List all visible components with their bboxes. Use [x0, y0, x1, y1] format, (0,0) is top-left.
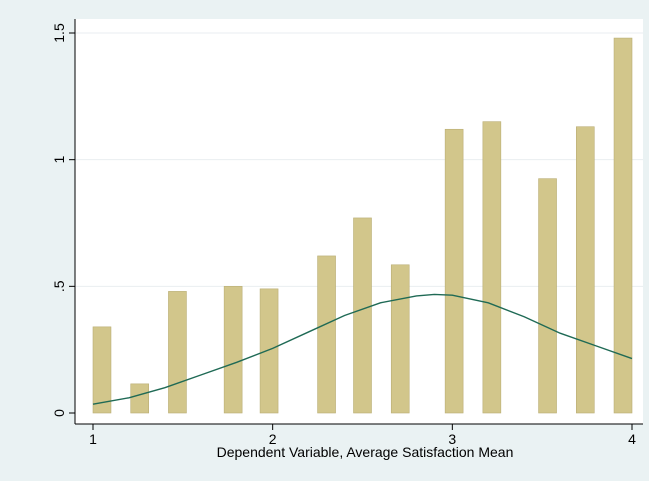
bar-6 [353, 217, 372, 414]
bar-10 [538, 178, 557, 414]
y-tick-label-3: 1.5 [51, 23, 67, 43]
bar-8 [444, 128, 464, 414]
x-axis-label: Dependent Variable, Average Satisfaction… [217, 444, 514, 460]
x-tick-label-3: 4 [628, 431, 636, 447]
bar-9 [482, 121, 502, 414]
bar-12 [613, 37, 633, 414]
bar-5 [317, 255, 336, 414]
density-curve-line [92, 293, 633, 405]
bar-1 [130, 383, 149, 414]
bar-11 [576, 126, 595, 414]
bar-3 [223, 286, 243, 414]
bar-4 [259, 288, 279, 414]
bar-7 [390, 264, 410, 414]
axes: 0 .5 1 1.5 1 2 3 4 [51, 19, 643, 447]
x-tick-label-2: 3 [448, 431, 456, 447]
y-tick-label-2: 1 [51, 156, 67, 164]
x-tick-label-1: 2 [269, 431, 277, 447]
y-tick-label-0: 0 [51, 409, 67, 417]
y-tick-label-1: .5 [51, 280, 67, 292]
bars [92, 37, 633, 414]
bar-0 [92, 326, 112, 414]
density-curve [92, 293, 633, 405]
x-tick-label-0: 1 [89, 431, 97, 447]
bar-2 [168, 291, 187, 414]
